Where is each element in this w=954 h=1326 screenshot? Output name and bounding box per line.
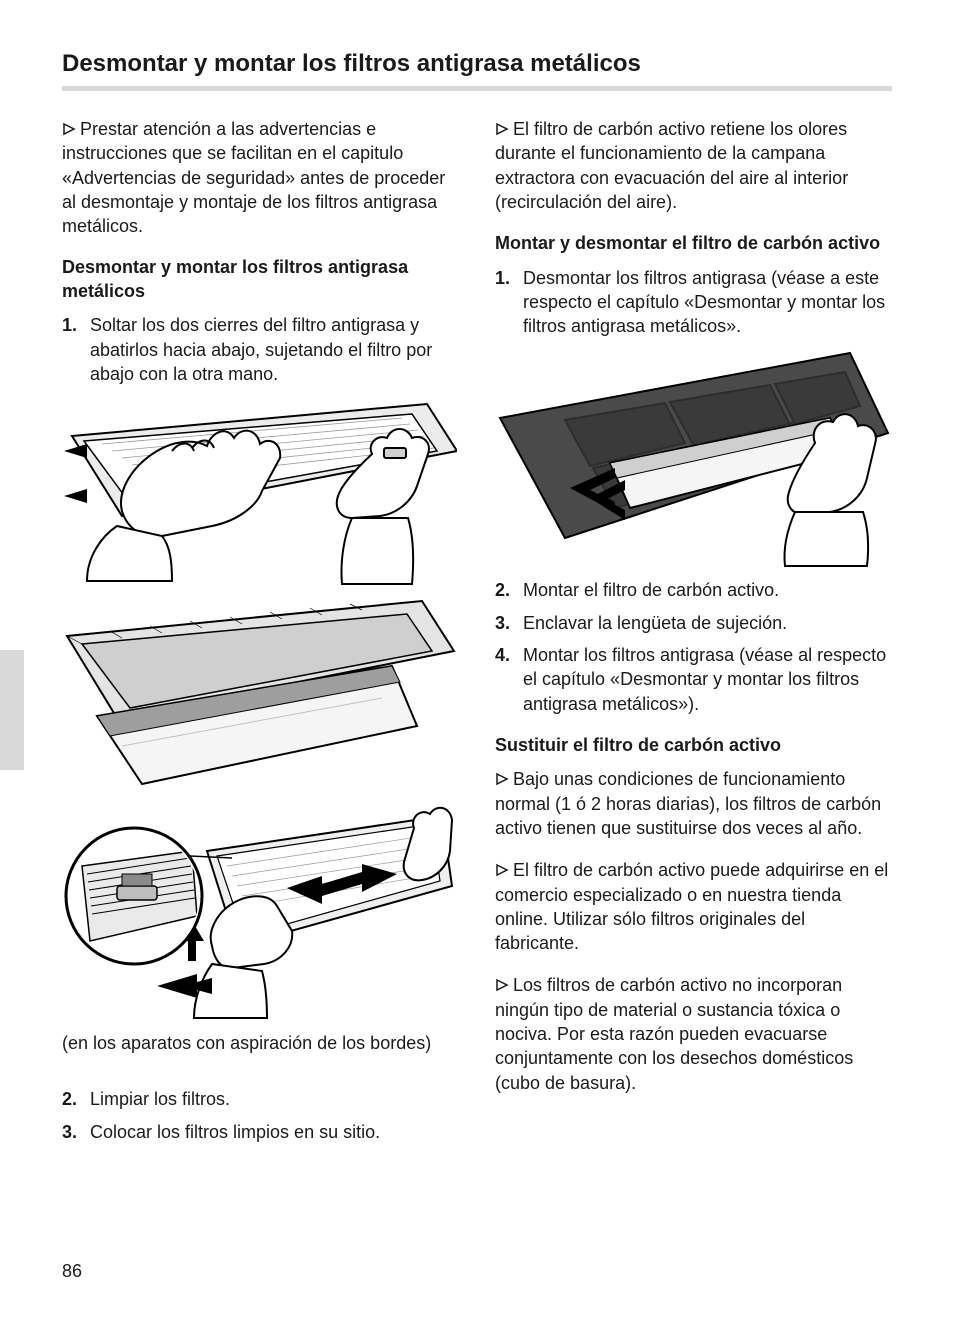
left-column: Prestar atención a las advertencias e in…: [62, 117, 457, 1152]
steps-left-1: Soltar los dos cierres del filtro antigr…: [62, 313, 457, 386]
title-rule: [62, 86, 892, 91]
steps-right-1: Desmontar los filtros antigrasa (véase a…: [495, 266, 890, 339]
step-item: Limpiar los filtros.: [62, 1087, 457, 1111]
triangle-icon: [495, 863, 509, 877]
steps-right-2: Montar el filtro de carbón activo. Encla…: [495, 578, 890, 715]
step-item: Soltar los dos cierres del filtro antigr…: [62, 313, 457, 386]
triangle-icon: [495, 978, 509, 992]
figure-perimeter-panel: [62, 596, 457, 786]
step-item: Enclavar la lengüeta de sujeción.: [495, 611, 890, 635]
note-text: Los filtros de carbón activo no incorpor…: [495, 975, 853, 1092]
heading-desmontar: Desmontar y montar los filtros antigrasa…: [62, 256, 457, 303]
right-column: El filtro de carbón activo retiene los o…: [495, 117, 890, 1152]
note-text: El filtro de carbón activo puede adquiri…: [495, 860, 888, 953]
step-item: Desmontar los filtros antigrasa (véase a…: [495, 266, 890, 339]
note-text: El filtro de carbón activo retiene los o…: [495, 119, 848, 212]
figure-detail-latch: [62, 796, 457, 1021]
triangle-icon: [495, 772, 509, 786]
step-item: Montar los filtros antigrasa (véase al r…: [495, 643, 890, 716]
triangle-icon: [62, 122, 76, 136]
warning-note-left: Prestar atención a las advertencias e in…: [62, 117, 457, 238]
figure-remove-filter: [62, 396, 457, 586]
heading-carbon-mount: Montar y desmontar el filtro de carbón a…: [495, 232, 890, 255]
step-item: Montar el filtro de carbón activo.: [495, 578, 890, 602]
page-number: 86: [62, 1261, 82, 1282]
steps-left-2: Limpiar los filtros. Colocar los filtros…: [62, 1087, 457, 1144]
note-text: Prestar atención a las advertencias e in…: [62, 119, 445, 236]
content-columns: Prestar atención a las advertencias e in…: [62, 117, 892, 1152]
page-title: Desmontar y montar los filtros antigrasa…: [62, 50, 892, 78]
note-carbon-frequency: Bajo unas condiciones de funcionamiento …: [495, 767, 890, 840]
note-text: Bajo unas condiciones de funcionamiento …: [495, 769, 881, 838]
heading-carbon-replace: Sustituir el filtro de carbón activo: [495, 734, 890, 757]
figure-caption: (en los aparatos con aspiración de los b…: [62, 1031, 457, 1055]
note-carbon-purchase: El filtro de carbón activo puede adquiri…: [495, 858, 890, 955]
note-carbon-disposal: Los filtros de carbón activo no incorpor…: [495, 973, 890, 1094]
section-tab: [0, 650, 24, 770]
triangle-icon: [495, 122, 509, 136]
note-carbon-intro: El filtro de carbón activo retiene los o…: [495, 117, 890, 214]
step-item: Colocar los filtros limpios en su sitio.: [62, 1120, 457, 1144]
figure-carbon-filter: [495, 348, 890, 568]
